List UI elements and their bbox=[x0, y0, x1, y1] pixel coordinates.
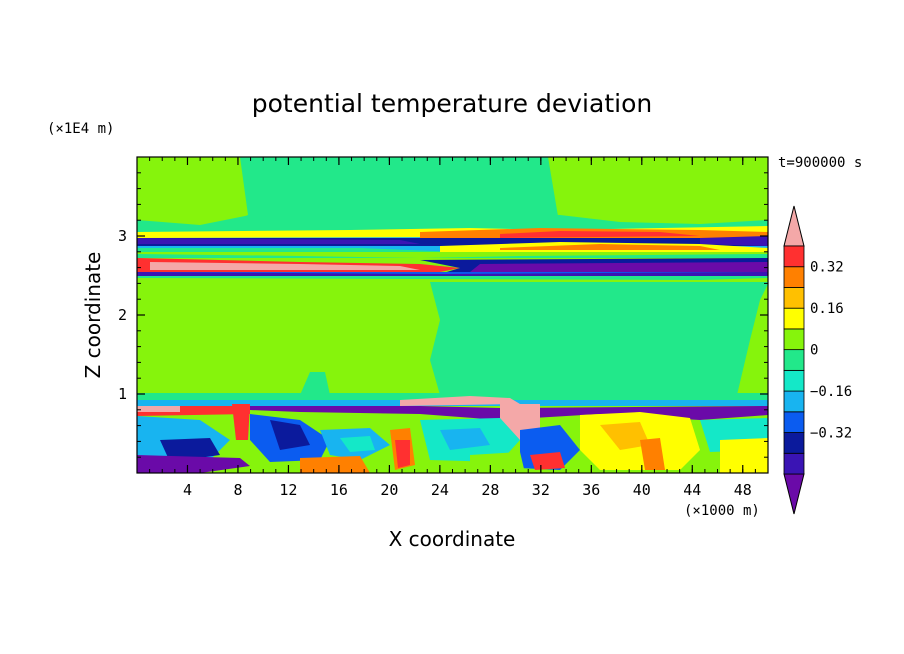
colorbar-swatch bbox=[783, 432, 805, 454]
colorbar-swatch bbox=[783, 245, 805, 268]
colorbar: 0.32 0.16 0 −0.16 −0.32 bbox=[783, 205, 852, 515]
colorbar-swatch bbox=[783, 369, 805, 392]
y-tick-label: 2 bbox=[118, 306, 127, 324]
x-unit-label: (×1000 m) bbox=[684, 503, 760, 519]
x-tick-label: 36 bbox=[582, 481, 600, 499]
y-axis-title: Z coordinate bbox=[81, 252, 105, 379]
colorbar-over-triangle bbox=[783, 205, 805, 247]
colorbar-swatch bbox=[783, 328, 805, 351]
y-unit-label: (×1E4 m) bbox=[47, 121, 114, 137]
x-tick-label: 48 bbox=[734, 481, 752, 499]
colorbar-swatch bbox=[783, 349, 805, 371]
x-tick-label: 12 bbox=[279, 481, 297, 499]
x-tick-label: 24 bbox=[431, 481, 449, 499]
x-tick-label: 32 bbox=[532, 481, 550, 499]
colorbar-swatch bbox=[783, 266, 805, 288]
x-tick-label: 28 bbox=[481, 481, 499, 499]
colorbar-under-triangle bbox=[783, 473, 805, 515]
time-label: t=900000 s bbox=[778, 155, 862, 171]
colorbar-label: −0.16 bbox=[810, 384, 852, 400]
x-tick-label: 16 bbox=[330, 481, 348, 499]
colorbar-label: −0.32 bbox=[810, 426, 852, 442]
x-tick-label: 44 bbox=[683, 481, 701, 499]
colorbar-swatch bbox=[783, 390, 805, 413]
x-tick-label: 40 bbox=[633, 481, 651, 499]
colorbar-swatch bbox=[783, 307, 805, 330]
x-tick-label: 20 bbox=[380, 481, 398, 499]
y-tick-label: 3 bbox=[118, 227, 127, 245]
chart-title: potential temperature deviation bbox=[252, 89, 652, 118]
x-tick-label: 4 bbox=[183, 481, 192, 499]
colorbar-label: 0.16 bbox=[810, 301, 844, 317]
colorbar-label: 0.32 bbox=[810, 260, 844, 276]
x-tick-label: 8 bbox=[233, 481, 242, 499]
x-axis-title: X coordinate bbox=[389, 527, 516, 551]
colorbar-label: 0 bbox=[810, 343, 818, 359]
plot-area bbox=[137, 157, 768, 473]
colorbar-swatch bbox=[783, 287, 805, 309]
colorbar-swatch bbox=[783, 452, 805, 475]
colorbar-swatch bbox=[783, 411, 805, 433]
y-tick-label: 1 bbox=[118, 385, 127, 403]
